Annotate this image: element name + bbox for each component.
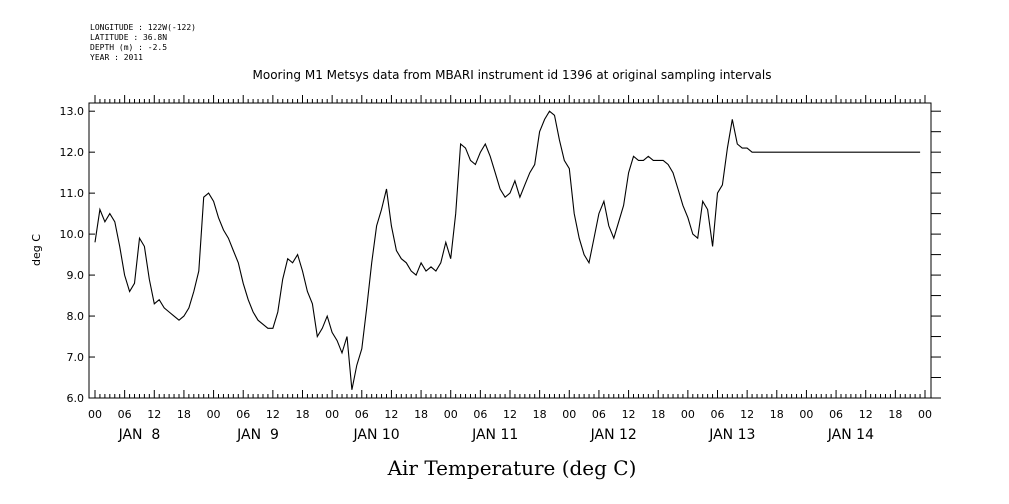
y-tick-label: 12.0 [60, 146, 85, 159]
x-tick-label: 00 [88, 408, 102, 421]
y-axis-label: deg C [30, 234, 43, 266]
x-tick-label: 06 [711, 408, 725, 421]
x-tick-label: 18 [770, 408, 784, 421]
day-label: JAN 8 [118, 427, 161, 443]
day-label: JAN 10 [353, 427, 400, 443]
day-label: JAN 12 [590, 427, 637, 443]
x-tick-label: 06 [473, 408, 487, 421]
x-tick-label: 18 [888, 408, 902, 421]
day-label: JAN 13 [708, 427, 755, 443]
x-tick-label: 12 [147, 408, 161, 421]
series-group [94, 110, 921, 390]
x-tick-label: 12 [384, 408, 398, 421]
day-label: JAN 9 [236, 427, 279, 443]
y-tick-label: 11.0 [60, 187, 85, 200]
x-tick-label: 12 [266, 408, 280, 421]
x-tick-label: 06 [829, 408, 843, 421]
x-tick-label: 12 [503, 408, 517, 421]
x-tick-label: 00 [207, 408, 221, 421]
plot-frame [88, 102, 932, 399]
x-tick-label: 18 [296, 408, 310, 421]
longitude-label: LONGITUDE : 122W(-122) [90, 23, 196, 32]
y-tick-label: 13.0 [60, 105, 85, 118]
y-tick-label: 6.0 [67, 392, 85, 405]
x-tick-label: 00 [799, 408, 813, 421]
x-tick-label: 18 [414, 408, 428, 421]
x-tick-label: 18 [533, 408, 547, 421]
x-tick-label: 18 [651, 408, 665, 421]
year-label: YEAR : 2011 [90, 53, 143, 62]
x-tick-label: 12 [740, 408, 754, 421]
x-tick-label: 00 [444, 408, 458, 421]
depth-label: DEPTH (m) : -2.5 [90, 43, 167, 52]
y-tick-label: 8.0 [67, 310, 85, 323]
x-tick-label: 06 [118, 408, 132, 421]
y-axis: 6.0 7.0 8.0 9.0 10.0 11.0 12.0 13.0 [60, 105, 941, 405]
x-tick-label: 06 [355, 408, 369, 421]
x-tick-label: 00 [681, 408, 695, 421]
x-tick-label: 06 [592, 408, 606, 421]
x-tick-label: 00 [325, 408, 339, 421]
x-axis-title: Air Temperature (deg C) [387, 456, 637, 480]
day-label: JAN 14 [827, 427, 874, 443]
x-axis: 00 06 12 18 00 06 12 18 00 06 12 18 00 06 12 18 00 06 12 18… [88, 95, 932, 443]
x-tick-label: 06 [236, 408, 250, 421]
x-tick-label: 00 [562, 408, 576, 421]
y-tick-label: 7.0 [67, 351, 85, 364]
latitude-label: LATITUDE : 36.8N [90, 33, 167, 42]
y-tick-label: 9.0 [67, 269, 85, 282]
y-tick-label: 10.0 [60, 228, 85, 241]
x-tick-label: 18 [177, 408, 191, 421]
chart-title: Mooring M1 Metsys data from MBARI instru… [253, 68, 772, 82]
series-line [94, 110, 921, 390]
x-tick-label: 00 [918, 408, 932, 421]
x-tick-label: 12 [622, 408, 636, 421]
day-label: JAN 11 [471, 427, 518, 443]
x-tick-label: 12 [859, 408, 873, 421]
